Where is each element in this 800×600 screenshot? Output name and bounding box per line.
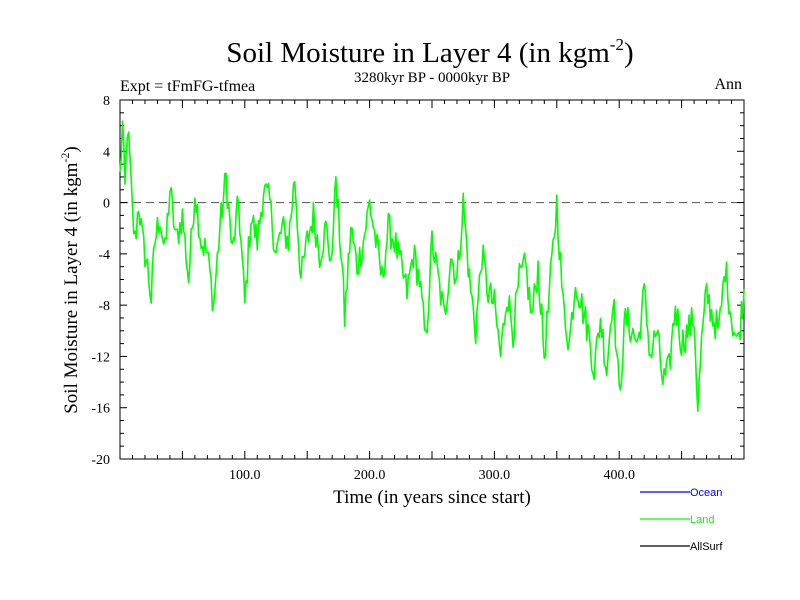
y-axis-label-end: ): [61, 146, 82, 152]
chart-title-main: Soil Moisture in Layer 4 (in kgm: [226, 37, 610, 69]
y-axis-label-sup: -2: [58, 153, 72, 163]
y-tick-label: -20: [91, 453, 110, 468]
y-tick-label: 4: [103, 145, 110, 160]
y-axis-label: Soil Moisture in Layer 4 (in kgm-2): [58, 146, 82, 414]
y-tick-label: -12: [91, 350, 110, 365]
legend-label-land: Land: [690, 514, 714, 526]
legend-label-ocean: Ocean: [690, 487, 722, 499]
y-axis-ticks: 8 4 0 -4 -8 -12 -16 -20: [91, 94, 744, 468]
y-tick-label: -8: [98, 299, 110, 314]
expt-label: Expt = tFmFG-tfmea: [120, 78, 255, 95]
x-tick-label: 400.0: [603, 468, 635, 483]
legend-label-allsurf: AllSurf: [690, 541, 723, 553]
chart-subtitle: 3280kyr BP - 0000kyr BP: [354, 70, 510, 86]
x-axis-label: Time (in years since start): [333, 487, 531, 508]
plot-frame: [119, 99, 745, 460]
x-axis-ticks: 100.0 200.0 300.0 400.0: [131, 100, 733, 483]
legend: Ocean Land AllSurf: [640, 487, 723, 553]
y-tick-label: -16: [91, 402, 110, 417]
y-tick-label: 8: [103, 94, 110, 109]
x-tick-label: 300.0: [479, 468, 511, 483]
series-line-land: [119, 120, 745, 413]
y-axis-label-main: Soil Moisture in Layer 4 (in kgm: [61, 162, 82, 413]
season-label: Ann: [714, 76, 742, 93]
x-tick-label: 200.0: [354, 468, 386, 483]
x-tick-label: 100.0: [229, 468, 261, 483]
chart-title-sup: -2: [610, 35, 624, 54]
chart-title: Soil Moisture in Layer 4 (in kgm-2): [226, 35, 633, 69]
series-layer: [119, 120, 745, 413]
y-tick-label: 0: [103, 197, 110, 212]
chart-title-end: ): [624, 37, 634, 69]
y-tick-label: -4: [98, 248, 110, 263]
